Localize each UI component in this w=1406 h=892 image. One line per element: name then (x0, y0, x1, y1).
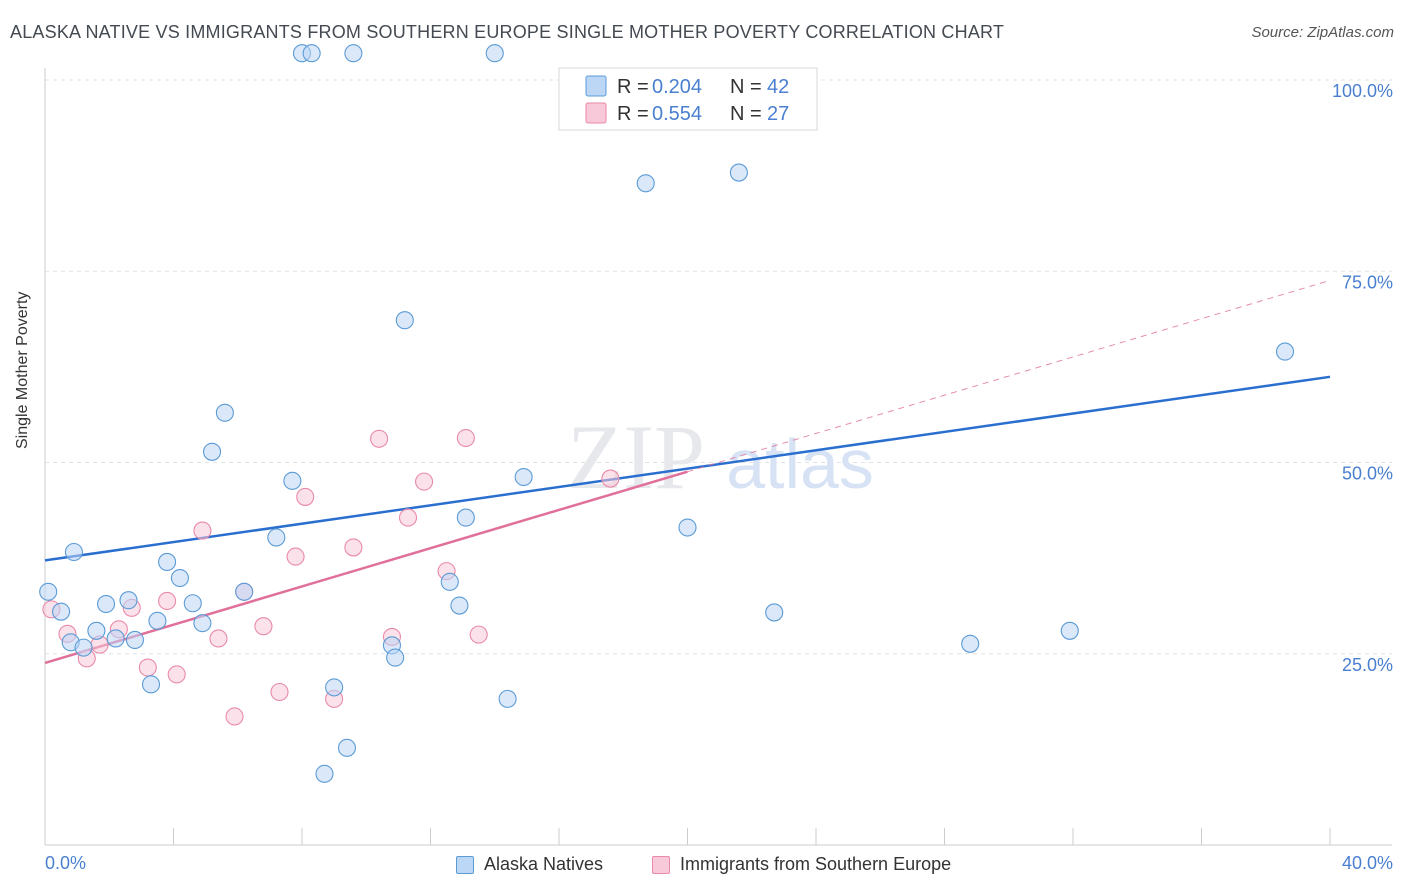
point-alaska-natives (148, 611, 167, 630)
data-points (39, 44, 1295, 783)
point-southern-europe (270, 682, 289, 702)
point-southern-europe (209, 629, 228, 648)
point-southern-europe (193, 521, 212, 540)
point-alaska-natives (395, 311, 414, 330)
point-alaska-natives (158, 552, 177, 572)
point-alaska-natives (729, 163, 748, 182)
legend-swatch-blue (456, 855, 474, 874)
point-southern-europe (225, 707, 244, 726)
point-southern-europe (158, 591, 177, 611)
legend-n-label: N = (730, 103, 762, 125)
point-alaska-natives (961, 634, 980, 653)
legend-swatch (585, 75, 607, 97)
point-alaska-natives (125, 630, 144, 650)
watermark: ZIP atlas (567, 406, 874, 508)
point-alaska-natives (765, 603, 784, 622)
point-alaska-natives (498, 689, 517, 708)
point-alaska-natives (203, 442, 222, 461)
y-tick-label: 25.0% (1342, 655, 1393, 675)
point-alaska-natives (193, 614, 212, 633)
legend-label-southern-europe: Immigrants from Southern Europe (680, 854, 952, 874)
point-alaska-natives (386, 648, 405, 667)
point-alaska-natives (52, 602, 71, 621)
point-southern-europe (415, 472, 434, 491)
legend-swatch-pink (652, 855, 670, 874)
point-alaska-natives (302, 44, 321, 63)
legend-item-alaska-natives[interactable]: Alaska Natives (456, 854, 603, 875)
point-alaska-natives (337, 738, 357, 757)
point-southern-europe (296, 487, 315, 506)
point-alaska-natives (283, 471, 302, 490)
point-alaska-natives (215, 403, 234, 422)
point-alaska-natives (636, 174, 655, 193)
grid-lines (45, 79, 1392, 655)
y-tick-label: 100.0% (1332, 81, 1393, 101)
point-alaska-natives (440, 572, 459, 591)
point-southern-europe (456, 428, 475, 448)
source-label: Source: ZipAtlas.com (1251, 24, 1394, 41)
point-alaska-natives (183, 594, 202, 613)
point-alaska-natives (1060, 621, 1079, 640)
tick-labels: 25.0% 50.0% 75.0% 100.0% 0.0% 40.0% (45, 81, 1393, 873)
legend-r-label: R = (617, 76, 649, 98)
legend-r-label: R = (617, 103, 649, 125)
point-southern-europe (398, 508, 418, 527)
legend-n-value: 27 (767, 103, 789, 125)
point-southern-europe (370, 429, 389, 448)
legend-label-alaska-natives: Alaska Natives (484, 854, 604, 874)
point-alaska-natives (170, 568, 189, 588)
y-axis-label: Single Mother Poverty (14, 291, 31, 449)
axes (44, 68, 1392, 846)
chart-title: ALASKA NATIVE VS IMMIGRANTS FROM SOUTHER… (10, 22, 1005, 42)
legend-swatch (585, 102, 607, 124)
legend-item-southern-europe[interactable]: Immigrants from Southern Europe (652, 854, 951, 875)
point-southern-europe (167, 665, 186, 684)
trend-line-2 (687, 279, 1331, 473)
point-alaska-natives (74, 638, 93, 657)
legend-n-label: N = (730, 76, 762, 98)
point-alaska-natives (141, 675, 161, 694)
legend-r-value: 0.554 (652, 103, 702, 125)
point-alaska-natives (456, 508, 475, 527)
trend-line-1 (44, 470, 688, 665)
y-tick-label: 75.0% (1342, 272, 1393, 292)
watermark-atlas: atlas (726, 425, 874, 503)
point-alaska-natives (267, 528, 286, 547)
legend-n-value: 42 (767, 76, 789, 98)
trend-lines (44, 279, 1331, 665)
point-alaska-natives (485, 44, 504, 63)
point-alaska-natives (119, 591, 138, 610)
trend-line-0 (44, 375, 1331, 562)
point-southern-europe (601, 469, 620, 488)
bottom-legend: Alaska Natives Immigrants from Southern … (0, 850, 1406, 880)
point-alaska-natives (87, 621, 106, 640)
point-alaska-natives (344, 44, 363, 63)
point-southern-europe (344, 538, 363, 557)
point-alaska-natives (514, 467, 533, 487)
point-southern-europe (254, 617, 273, 636)
point-alaska-natives (39, 582, 58, 601)
watermark-zip: ZIP (567, 406, 705, 508)
point-alaska-natives (450, 596, 469, 615)
point-alaska-natives (106, 629, 125, 648)
point-southern-europe (286, 547, 305, 566)
point-alaska-natives (1275, 342, 1295, 361)
x-tick-label: 40.0% (1342, 853, 1393, 873)
point-southern-europe (138, 658, 157, 677)
point-alaska-natives (325, 678, 344, 697)
point-alaska-natives (678, 518, 697, 537)
x-tick-label: 0.0% (45, 853, 86, 873)
point-alaska-natives (64, 542, 83, 562)
point-alaska-natives (315, 764, 334, 783)
y-tick-label: 50.0% (1342, 464, 1393, 484)
point-southern-europe (469, 625, 488, 644)
point-alaska-natives (235, 582, 254, 601)
point-alaska-natives (96, 594, 116, 614)
legend-r-value: 0.204 (652, 76, 702, 98)
stats-legend: R = 0.204 N = 42 R = 0.554 N = 27 (558, 67, 818, 131)
